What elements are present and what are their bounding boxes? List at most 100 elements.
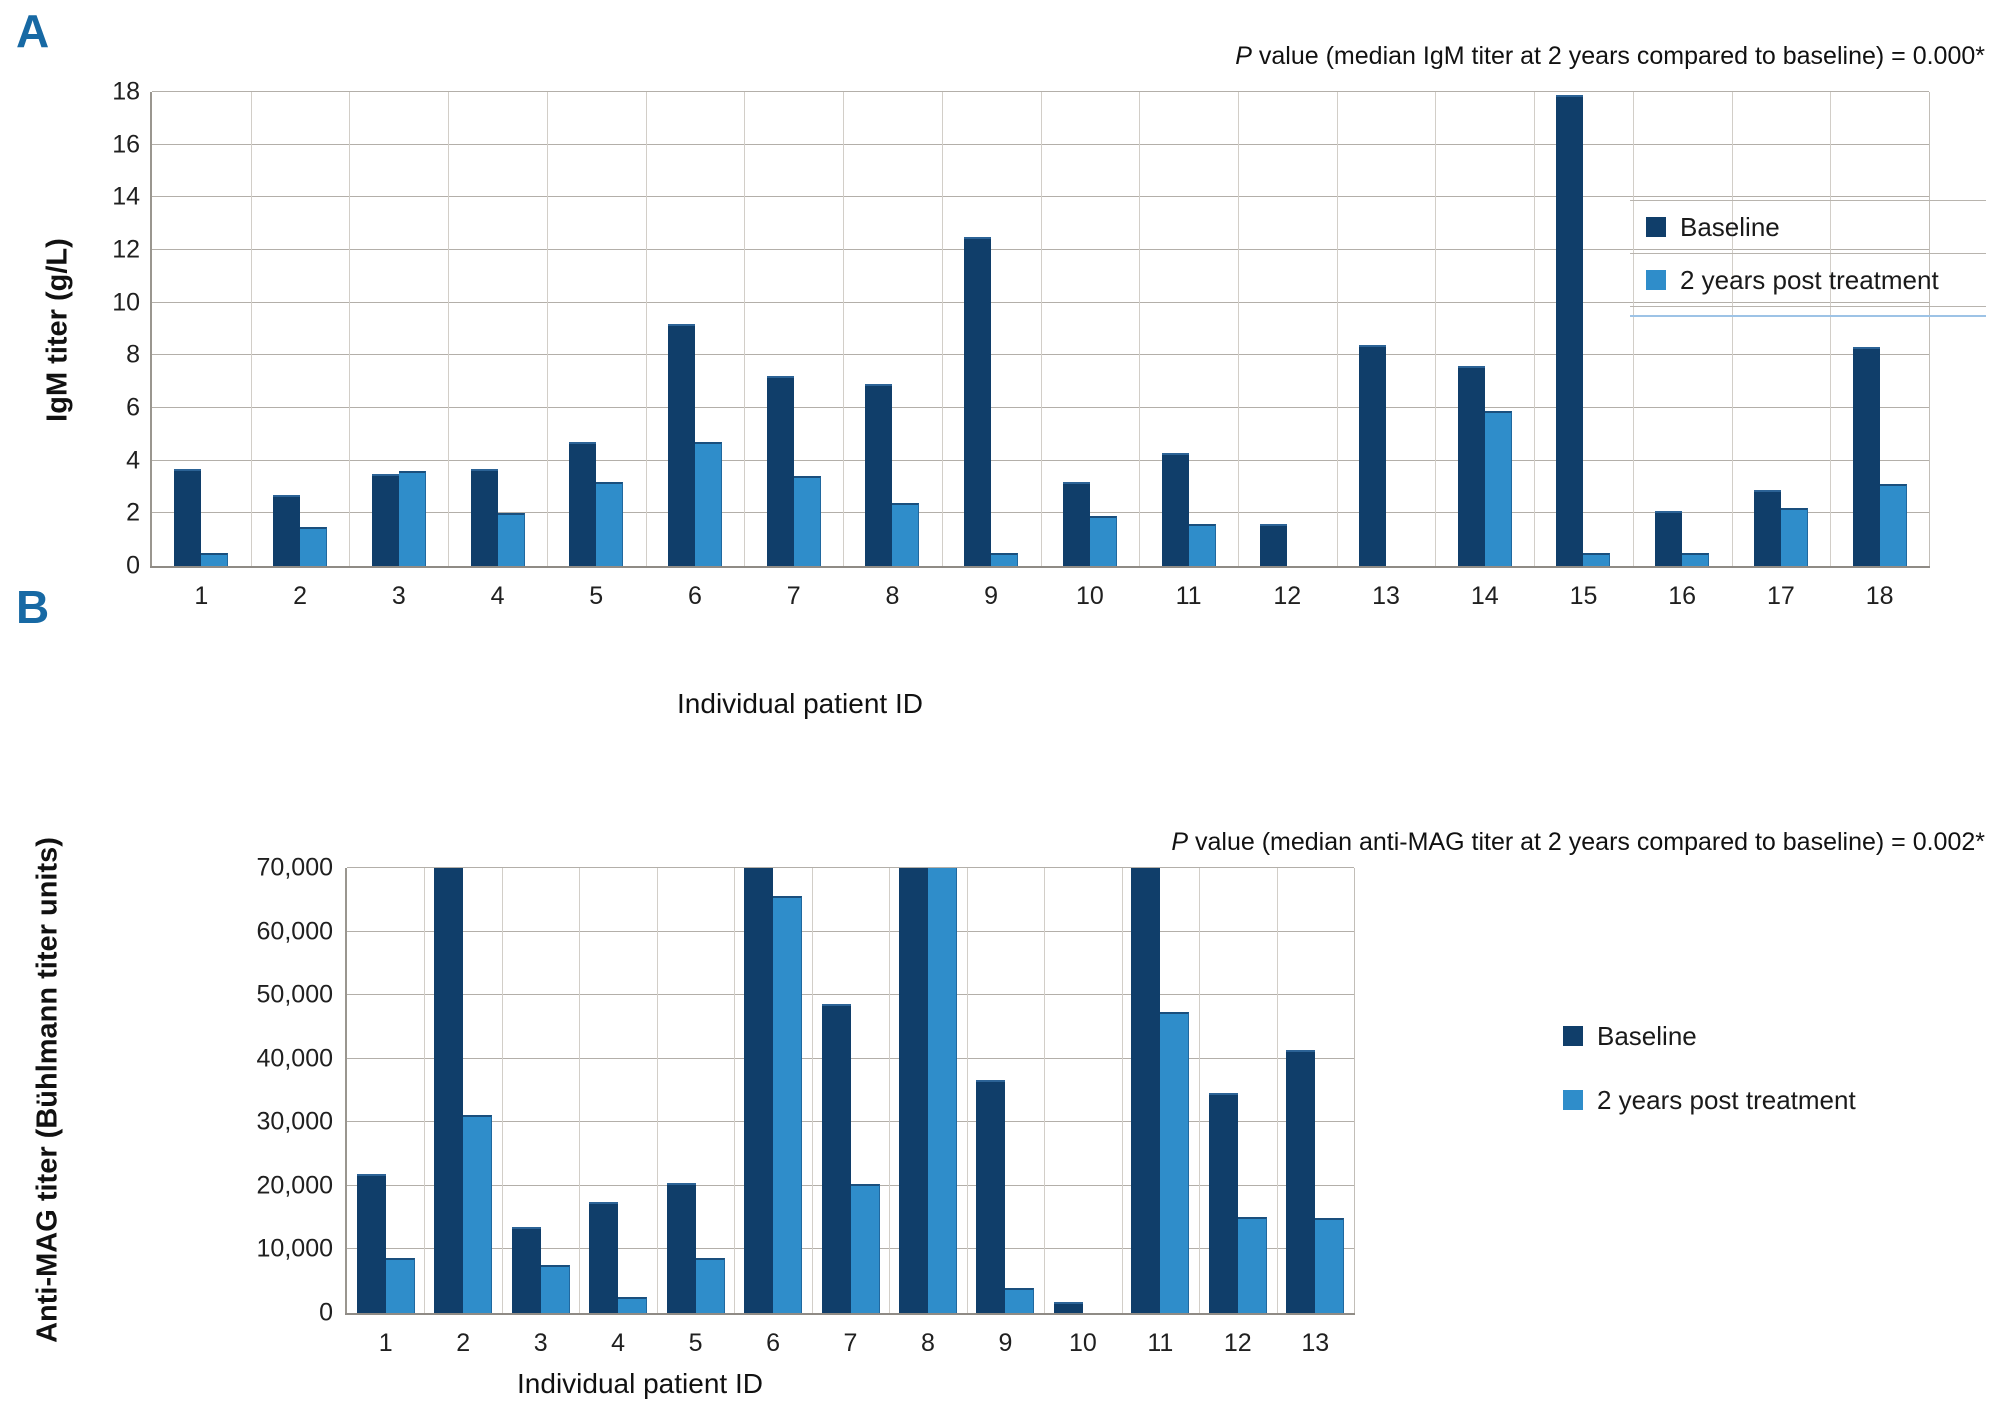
y-gridline — [347, 994, 1354, 996]
bar-baseline-patient-8 — [865, 384, 893, 566]
y-gridline — [347, 1121, 1354, 1123]
bar-post-patient-6 — [694, 442, 722, 566]
y-gridline — [347, 1057, 1354, 1059]
x-tick-label: 6 — [688, 582, 702, 610]
category-boundary-gridline — [1731, 92, 1733, 566]
y-gridline — [152, 91, 1929, 92]
category-boundary-gridline — [546, 92, 548, 566]
bar-baseline-patient-18 — [1852, 347, 1880, 566]
category-boundary-gridline — [1435, 92, 1437, 566]
category-boundary-gridline — [579, 868, 581, 1313]
bar-post-patient-8 — [892, 502, 920, 566]
x-tick-label: 6 — [766, 1329, 780, 1357]
panel-a-pvalue-title: P value (median IgM titer at 2 years com… — [1235, 42, 1985, 70]
x-tick-label: 4 — [611, 1329, 626, 1357]
y-tick-label: 14 — [112, 182, 140, 211]
x-tick-label: 1 — [378, 1329, 393, 1357]
bar-baseline-patient-4 — [470, 468, 498, 566]
category-boundary-gridline — [1534, 92, 1536, 566]
y-tick-label: 12 — [112, 235, 140, 264]
bar-baseline-patient-12 — [1208, 1093, 1238, 1313]
y-tick-label: 18 — [112, 77, 140, 106]
bar-baseline-patient-9 — [964, 236, 992, 566]
legend-baseline-label: Baseline — [1680, 211, 1780, 242]
category-boundary-gridline — [744, 92, 746, 566]
legend-blue-underline — [1630, 315, 1986, 317]
bar-baseline-patient-7 — [766, 376, 794, 566]
y-tick-label: 70,000 — [256, 853, 333, 882]
panel-b-y-axis-title: Anti-MAG titer (Bühlmann titer units) — [31, 837, 64, 1343]
bar-baseline-patient-13 — [1286, 1049, 1316, 1313]
category-boundary-gridline — [1830, 92, 1832, 566]
x-tick-label: 8 — [921, 1329, 935, 1357]
x-tick-label: 12 — [1273, 582, 1302, 610]
y-tick-label: 10,000 — [256, 1234, 333, 1263]
bar-baseline-patient-10 — [1062, 481, 1090, 566]
y-tick-label: 30,000 — [256, 1107, 333, 1136]
bar-baseline-patient-5 — [666, 1183, 696, 1313]
x-tick-label: 7 — [843, 1329, 858, 1357]
category-boundary-gridline — [1199, 868, 1201, 1313]
bar-baseline-patient-11 — [1161, 452, 1189, 566]
p-italic: P — [1171, 828, 1189, 856]
y-tick-label: 10 — [112, 288, 140, 317]
category-boundary-gridline — [250, 92, 252, 566]
x-tick-label: 10 — [1075, 582, 1104, 610]
bar-baseline-patient-14 — [1457, 365, 1485, 566]
baseline-swatch-icon — [1563, 1026, 1583, 1046]
bar-post-patient-17 — [1780, 508, 1808, 566]
category-boundary-gridline — [448, 92, 450, 566]
category-boundary-gridline — [645, 92, 647, 566]
category-boundary-gridline — [656, 868, 658, 1313]
y-tick-label: 16 — [112, 130, 140, 159]
x-tick-label: 4 — [490, 582, 505, 610]
category-boundary-gridline — [501, 868, 503, 1313]
bar-baseline-patient-16 — [1655, 510, 1683, 566]
legend-item-post: 2 years post treatment — [1563, 1076, 1856, 1124]
x-tick-label: 8 — [885, 582, 900, 610]
legend-item-post: 2 years post treatment — [1630, 254, 1986, 306]
bar-post-patient-16 — [1682, 552, 1710, 566]
bar-baseline-patient-1 — [356, 1174, 386, 1313]
y-tick-label: 40,000 — [256, 1044, 333, 1073]
post-treatment-swatch-icon — [1646, 270, 1666, 290]
bar-baseline-patient-17 — [1753, 489, 1781, 566]
bar-post-patient-4 — [618, 1297, 648, 1313]
category-boundary-gridline — [1632, 92, 1634, 566]
bar-post-patient-3 — [540, 1264, 570, 1313]
bar-post-patient-18 — [1879, 484, 1907, 566]
x-tick-label: 3 — [533, 1329, 548, 1357]
category-boundary-gridline — [1121, 868, 1123, 1313]
bar-baseline-patient-13 — [1359, 344, 1387, 566]
category-boundary-gridline — [843, 92, 845, 566]
bar-baseline-patient-3 — [371, 473, 399, 566]
post-treatment-swatch-icon — [1563, 1090, 1583, 1110]
bar-baseline-patient-7 — [821, 1004, 851, 1313]
bar-baseline-patient-4 — [589, 1201, 619, 1313]
category-boundary-gridline — [1139, 92, 1141, 566]
bar-post-patient-9 — [1005, 1288, 1035, 1313]
category-boundary-gridline — [424, 868, 426, 1313]
bar-post-patient-13 — [1315, 1218, 1345, 1313]
legend-baseline-label: Baseline — [1597, 1020, 1697, 1051]
y-tick-label: 8 — [126, 340, 140, 369]
x-tick-label: 9 — [998, 1329, 1013, 1357]
category-boundary-gridline — [889, 868, 891, 1313]
x-tick-label: 18 — [1865, 582, 1894, 610]
legend-rule — [1630, 306, 1986, 307]
bar-post-patient-9 — [991, 552, 1019, 566]
category-boundary-gridline — [1276, 868, 1278, 1313]
legend-post-label: 2 years post treatment — [1680, 264, 1939, 295]
x-axis-line — [345, 1313, 1355, 1315]
legend-item-baseline: Baseline — [1563, 1012, 1856, 1060]
x-tick-label: 9 — [984, 582, 999, 610]
x-tick-label: 13 — [1301, 1329, 1330, 1357]
y-tick-label: 2 — [126, 498, 140, 527]
y-tick-label: 60,000 — [256, 917, 333, 946]
panel-a-label: A — [16, 5, 49, 57]
category-boundary-gridline — [349, 92, 351, 566]
bar-post-patient-6 — [773, 895, 803, 1313]
y-tick-label: 0 — [126, 551, 140, 580]
x-tick-label: 5 — [589, 582, 604, 610]
y-gridline — [347, 930, 1354, 932]
